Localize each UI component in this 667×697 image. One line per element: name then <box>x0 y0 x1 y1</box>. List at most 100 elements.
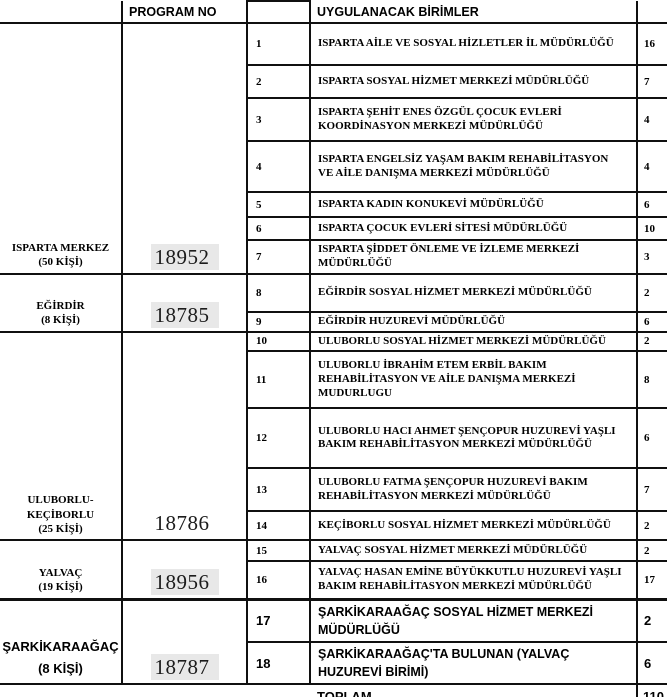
program-no-value: 18786 <box>154 511 210 536</box>
program-no-cell: 18956 <box>121 539 248 601</box>
region-name-line: (50 KİŞİ) <box>38 256 83 269</box>
region-name-line: ISPARTA MERKEZ <box>11 241 110 254</box>
row-number-cell: 11 <box>246 350 311 410</box>
unit-name-cell: ISPARTA SOSYAL HİZMET MERKEZİ MÜDÜRLÜĞÜ <box>309 64 638 99</box>
unit-name-cell: ŞARKİKARAAĞAÇ SOSYAL HİZMET MERKEZİ MÜDÜ… <box>309 597 638 643</box>
table-row: 18 ŞARKİKARAAĞAÇ'TA BULUNAN (YALVAÇ HUZUR… <box>0 640 667 686</box>
unit-name-cell: ISPARTA KADIN KONUKEVİ MÜDÜRLÜĞÜ <box>309 191 638 218</box>
region-name-line: YALVAÇ <box>38 567 83 580</box>
count-cell: 2 <box>636 510 667 542</box>
program-no-cell: 18786 <box>121 330 248 542</box>
table-row: 13 ULUBORLU FATMA ŞENÇOPUR HUZUREVİ BAKIM… <box>0 467 667 513</box>
row-number-cell: 13 <box>246 467 311 513</box>
row-number-cell: 9 <box>246 310 311 333</box>
row-number-cell: 17 <box>246 597 311 643</box>
table-row: 7 ISPARTA ŞİDDET ÖNLEME VE İZLEME MERKEZİ… <box>0 239 667 275</box>
table-row: 2 ISPARTA SOSYAL HİZMET MERKEZİ MÜDÜRLÜĞÜ… <box>0 64 667 99</box>
column-header-program-no: PROGRAM NO <box>121 1 248 24</box>
table-row: 14 KEÇİBORLU SOSYAL HİZMET MERKEZİ MÜDÜRL… <box>0 510 667 542</box>
row-number-cell: 10 <box>246 330 311 353</box>
count-cell: 7 <box>636 467 667 513</box>
unit-name-cell: ŞARKİKARAAĞAÇ'TA BULUNAN (YALVAÇ HUZUREV… <box>309 640 638 686</box>
unit-name-cell: ULUBORLU FATMA ŞENÇOPUR HUZUREVİ BAKIM R… <box>309 467 638 513</box>
region-cell: EĞİRDİR (8 KİŞİ) <box>0 272 123 333</box>
row-number-cell: 18 <box>246 640 311 686</box>
count-cell: 3 <box>636 239 667 275</box>
count-cell: 2 <box>636 272 667 313</box>
row-number-cell: 14 <box>246 510 311 542</box>
region-name-line: KEÇİBORLU <box>26 508 95 521</box>
total-value: 110 <box>636 683 667 697</box>
table-row: 4 ISPARTA ENGELSİZ YAŞAM BAKIM REHABİLİTA… <box>0 140 667 193</box>
program-no-value: 18956 <box>150 568 219 595</box>
row-number-cell: 6 <box>246 216 311 241</box>
region-name-line: (25 KİŞİ) <box>38 522 83 535</box>
table-row: 6 ISPARTA ÇOCUK EVLERİ SİTESİ MÜDÜRLÜĞÜ 10 <box>0 216 667 241</box>
count-cell: 8 <box>636 350 667 410</box>
count-cell: 4 <box>636 97 667 142</box>
unit-name-cell: EĞİRDİR SOSYAL HİZMET MERKEZİ MÜDÜRLÜĞÜ <box>309 272 638 313</box>
row-number-cell: 16 <box>246 560 311 601</box>
unit-name-cell: YALVAÇ HASAN EMİNE BÜYÜKKUTLU HUZUREVİ Y… <box>309 560 638 601</box>
program-no-cell: 18785 <box>121 272 248 333</box>
region-name-line: ŞARKİKARAAĞAÇ <box>2 639 119 655</box>
header-row: PROGRAM NO UYGULANACAK BİRİMLER <box>0 0 667 24</box>
table-row: YALVAÇ (19 KİŞİ) 18956 15 YALVAÇ SOSYAL HİZM… <box>0 539 667 601</box>
table-row: ISPARTA MERKEZ (50 KİŞİ) 18952 1 ISPARTA AİL… <box>0 22 667 275</box>
count-cell: 2 <box>636 597 667 643</box>
count-cell: 17 <box>636 560 667 601</box>
region-name-line: ULUBORLU- <box>27 494 94 507</box>
unit-name-cell: ISPARTA AİLE VE SOSYAL HİZLETLER İL MÜDÜ… <box>309 22 638 66</box>
row-number-cell: 15 <box>246 539 311 563</box>
program-no-cell: 18787 <box>121 597 248 686</box>
unit-name-cell: ISPARTA ŞİDDET ÖNLEME VE İZLEME MERKEZİ … <box>309 239 638 275</box>
row-number-cell: 7 <box>246 239 311 275</box>
header-spacer-region <box>0 1 123 24</box>
row-number-cell: 1 <box>246 22 311 66</box>
row-number-cell: 2 <box>246 64 311 99</box>
region-name-line: EĞİRDİR <box>36 299 85 312</box>
unit-name-cell: ULUBORLU İBRAHİM ETEM ERBİL BAKIM REHABİ… <box>309 350 638 410</box>
region-cell: ISPARTA MERKEZ (50 KİŞİ) <box>0 22 123 275</box>
region-name-line: (8 KİŞİ) <box>41 314 80 327</box>
row-number-cell: 5 <box>246 191 311 218</box>
unit-name-cell: ISPARTA ŞEHİT ENES ÖZGÜL ÇOCUK EVLERİ KO… <box>309 97 638 142</box>
header-spacer-rowno <box>246 0 311 24</box>
program-no-value: 18785 <box>150 301 219 328</box>
count-cell: 6 <box>636 310 667 333</box>
unit-name-cell: ISPARTA ÇOCUK EVLERİ SİTESİ MÜDÜRLÜĞÜ <box>309 216 638 241</box>
header-spacer-count <box>636 1 667 24</box>
program-no-value: 18787 <box>150 654 219 681</box>
row-number-cell: 3 <box>246 97 311 142</box>
count-cell: 2 <box>636 539 667 563</box>
table-row: ŞARKİKARAAĞAÇ (8 KİŞİ) 18787 17 ŞARKİKARAAĞA… <box>0 597 667 686</box>
region-name-line: (8 KİŞİ) <box>38 661 83 677</box>
program-no-value: 18952 <box>150 243 219 270</box>
table-row: 5 ISPARTA KADIN KONUKEVİ MÜDÜRLÜĞÜ 6 <box>0 191 667 218</box>
region-cell: ULUBORLU- KEÇİBORLU (25 KİŞİ) <box>0 330 123 542</box>
unit-name-cell: ULUBORLU SOSYAL HİZMET MERKEZİ MÜDÜRLÜĞÜ <box>309 330 638 353</box>
table-row: 3 ISPARTA ŞEHİT ENES ÖZGÜL ÇOCUK EVLERİ K… <box>0 97 667 142</box>
table-row: 12 ULUBORLU HACI AHMET ŞENÇOPUR HUZUREVİ … <box>0 407 667 470</box>
row-number-cell: 12 <box>246 407 311 470</box>
table-row: EĞİRDİR (8 KİŞİ) 18785 8 EĞİRDİR SOSYAL HİZM… <box>0 272 667 333</box>
count-cell: 7 <box>636 64 667 99</box>
count-cell: 6 <box>636 640 667 686</box>
count-cell: 6 <box>636 191 667 218</box>
total-label: TOPLAM <box>0 683 638 697</box>
count-cell: 10 <box>636 216 667 241</box>
table-row: 11 ULUBORLU İBRAHİM ETEM ERBİL BAKIM REHA… <box>0 350 667 410</box>
unit-name-cell: KEÇİBORLU SOSYAL HİZMET MERKEZİ MÜDÜRLÜĞ… <box>309 510 638 542</box>
region-name-line: (19 KİŞİ) <box>38 581 83 594</box>
program-no-cell: 18952 <box>121 22 248 275</box>
total-row: TOPLAM 110 <box>0 683 667 697</box>
unit-name-cell: EĞİRDİR HUZUREVİ MÜDÜRLÜĞÜ <box>309 310 638 333</box>
row-number-cell: 8 <box>246 272 311 313</box>
count-cell: 6 <box>636 407 667 470</box>
table-row: 16 YALVAÇ HASAN EMİNE BÜYÜKKUTLU HUZUREVİ… <box>0 560 667 601</box>
region-cell: ŞARKİKARAAĞAÇ (8 KİŞİ) <box>0 597 123 686</box>
unit-name-cell: ULUBORLU HACI AHMET ŞENÇOPUR HUZUREVİ YA… <box>309 407 638 470</box>
column-header-units: UYGULANACAK BİRİMLER <box>309 1 638 24</box>
table-row: 9 EĞİRDİR HUZUREVİ MÜDÜRLÜĞÜ 6 <box>0 310 667 333</box>
